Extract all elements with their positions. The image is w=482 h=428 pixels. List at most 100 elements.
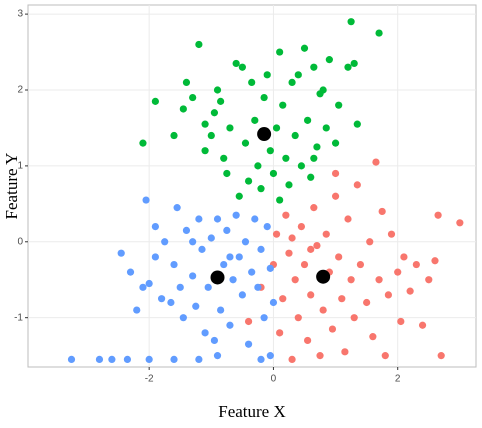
point <box>195 355 203 364</box>
point <box>207 234 215 242</box>
point <box>195 40 203 49</box>
point <box>269 298 278 307</box>
point <box>133 306 141 314</box>
point <box>170 131 178 140</box>
point <box>434 211 442 219</box>
point <box>220 260 228 269</box>
point <box>291 131 299 140</box>
point <box>285 181 293 189</box>
x-tick-label: 2 <box>395 374 401 385</box>
point <box>372 158 380 166</box>
point <box>369 333 377 341</box>
point <box>394 268 402 276</box>
point <box>192 302 200 310</box>
centroid <box>257 127 272 142</box>
point <box>263 223 271 231</box>
point <box>151 223 159 231</box>
point <box>241 139 250 147</box>
y-tick-label: 0 <box>17 236 23 247</box>
point <box>151 253 159 261</box>
point <box>400 253 408 261</box>
point <box>260 314 268 322</box>
point <box>217 97 225 105</box>
point <box>335 101 343 109</box>
point <box>223 226 231 234</box>
point <box>297 223 305 231</box>
point <box>325 56 333 64</box>
point <box>431 257 439 265</box>
point <box>347 18 355 26</box>
point <box>260 93 268 102</box>
point <box>307 291 315 299</box>
point <box>347 276 355 284</box>
point <box>294 71 302 79</box>
point <box>356 260 365 269</box>
point <box>353 120 361 128</box>
y-axis-title: Feature Y <box>2 153 21 220</box>
point <box>182 226 191 234</box>
point <box>161 238 169 246</box>
point <box>331 192 340 200</box>
point <box>381 352 389 360</box>
point <box>238 291 246 299</box>
point <box>235 192 243 200</box>
point <box>123 355 132 364</box>
point <box>316 352 324 360</box>
point <box>297 162 305 170</box>
point <box>276 48 284 56</box>
point <box>229 276 237 284</box>
x-axis-title: Feature X <box>218 402 286 421</box>
point <box>257 245 265 253</box>
point <box>170 260 178 269</box>
point <box>266 147 274 155</box>
point <box>276 196 284 204</box>
point <box>456 219 464 227</box>
point <box>288 355 296 364</box>
point <box>378 207 386 216</box>
point <box>238 63 246 71</box>
point <box>288 78 296 87</box>
point <box>375 29 383 37</box>
point <box>248 268 256 276</box>
point <box>95 355 104 364</box>
point <box>254 283 262 291</box>
point <box>251 116 259 124</box>
point <box>142 196 150 204</box>
point <box>244 340 253 348</box>
point <box>220 154 228 162</box>
point <box>307 173 315 181</box>
point <box>331 169 340 178</box>
point <box>310 63 318 71</box>
point <box>300 260 309 269</box>
point <box>151 97 159 105</box>
point <box>294 314 302 322</box>
point <box>291 276 299 284</box>
point <box>179 314 187 322</box>
point <box>189 272 197 280</box>
centroid <box>210 270 225 285</box>
point <box>335 253 343 261</box>
point <box>210 336 219 345</box>
point <box>223 169 231 178</box>
point <box>257 185 265 193</box>
point <box>108 355 116 364</box>
point <box>248 78 256 87</box>
point <box>251 215 259 223</box>
point <box>217 306 225 314</box>
x-tick-label: 0 <box>271 374 277 385</box>
point <box>279 101 287 109</box>
point <box>170 355 178 364</box>
point <box>437 352 445 360</box>
plot-panel <box>27 4 477 368</box>
point <box>235 253 243 261</box>
point <box>189 238 197 246</box>
point <box>375 276 383 284</box>
point <box>210 109 219 117</box>
x-tick-label: -2 <box>145 374 154 385</box>
point <box>288 234 296 242</box>
point <box>350 314 358 322</box>
y-tick-label: 2 <box>17 85 23 96</box>
point <box>272 124 281 132</box>
point <box>232 59 240 68</box>
point <box>406 287 414 295</box>
